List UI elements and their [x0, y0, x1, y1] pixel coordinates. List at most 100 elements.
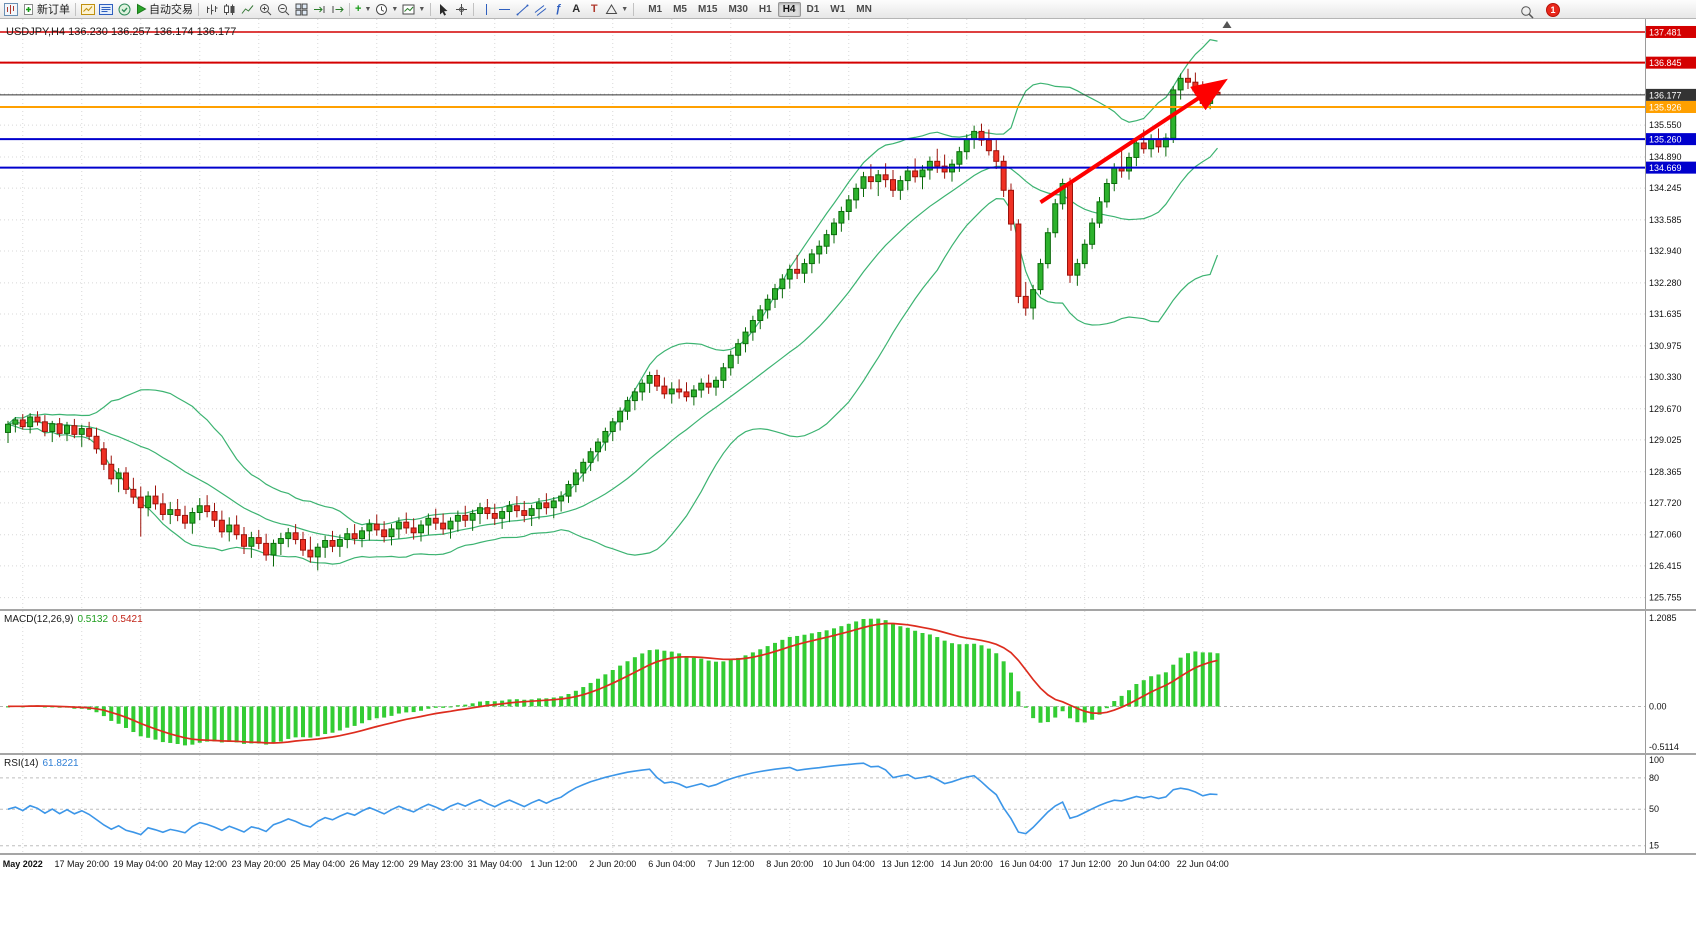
- auto-trading-label: 自动交易: [149, 4, 193, 16]
- time-axis-label: 10 Jun 04:00: [822, 859, 875, 869]
- rsi-label: RSI(14) 61.8221: [4, 758, 79, 769]
- svg-text:127.060: 127.060: [1649, 530, 1682, 540]
- notification-badge[interactable]: 1: [1546, 3, 1560, 17]
- time-axis-label: 6 Jun 04:00: [648, 859, 696, 869]
- svg-text:80: 80: [1649, 773, 1659, 783]
- timeframe-H1[interactable]: H1: [758, 3, 772, 15]
- market-watch-button[interactable]: [79, 1, 97, 18]
- panel-divider[interactable]: [0, 853, 1696, 855]
- chart-window-icon[interactable]: [2, 1, 20, 18]
- chevron-down-icon: ▼: [621, 5, 629, 13]
- chart-shift-button[interactable]: [328, 1, 346, 18]
- timeframe-H4[interactable]: H4: [777, 1, 801, 17]
- svg-text:127.720: 127.720: [1649, 498, 1682, 508]
- trendline-button[interactable]: [513, 1, 531, 18]
- toolbar-separator: [75, 2, 76, 16]
- rsi-value: 61.8221: [42, 758, 79, 769]
- toolbar-separator: [349, 2, 350, 16]
- time-axis-label: 7 Jun 12:00: [707, 859, 755, 869]
- time-axis-label: 17 May 20:00: [54, 859, 110, 869]
- zoom-out-button[interactable]: [274, 1, 292, 18]
- symbol-ohlc-header: USDJPY,H4 136.230 136.257 136.174 136.17…: [6, 26, 237, 38]
- zoom-in-button[interactable]: [256, 1, 274, 18]
- main-chart-canvas[interactable]: 135.550 134.890 134.245 133.585 132.940 132.2…: [0, 19, 1696, 609]
- svg-text:100: 100: [1649, 755, 1664, 765]
- terminal-button[interactable]: [115, 1, 133, 18]
- svg-text:131.635: 131.635: [1649, 309, 1682, 319]
- svg-text:-0.5114: -0.5114: [1649, 742, 1679, 752]
- svg-text:136.177: 136.177: [1649, 90, 1682, 100]
- channel-button[interactable]: [531, 1, 549, 18]
- rsi-canvas[interactable]: 100 80 50 15: [0, 755, 1696, 853]
- svg-text:134.245: 134.245: [1649, 183, 1682, 193]
- fibonacci-button[interactable]: ƒ: [549, 1, 567, 18]
- toolbar-separator: [430, 2, 432, 16]
- bar-chart-icon: [206, 4, 217, 14]
- svg-text:125.755: 125.755: [1649, 593, 1682, 603]
- svg-text:129.670: 129.670: [1649, 404, 1682, 414]
- label-button[interactable]: T: [585, 1, 603, 18]
- templates-button[interactable]: ▼: [400, 1, 427, 18]
- time-axis-label: 16 Jun 04:00: [999, 859, 1052, 869]
- indicators-button[interactable]: + ▼: [353, 1, 373, 18]
- candlestick-chart-button[interactable]: [220, 1, 238, 18]
- toolbar: 新订单 自动交易 + ▼ ▼ ▼ ƒ A T ▼ M: [0, 0, 1696, 19]
- time-axis-label: 8 Jun 20:00: [766, 859, 814, 869]
- timeframe-M5[interactable]: M5: [673, 3, 687, 15]
- svg-text:136.845: 136.845: [1649, 58, 1682, 68]
- svg-text:128.365: 128.365: [1649, 467, 1682, 477]
- channel-icon: [534, 4, 547, 16]
- timeframe-D1[interactable]: D1: [806, 3, 820, 15]
- svg-text:50: 50: [1649, 804, 1659, 814]
- search-icon: [1521, 5, 1534, 19]
- svg-text:135.926: 135.926: [1649, 102, 1682, 112]
- svg-text:135.550: 135.550: [1649, 120, 1682, 130]
- new-order-icon: [24, 3, 33, 15]
- time-axis-label: 20 May 12:00: [172, 859, 228, 869]
- zoom-in-icon: [259, 3, 271, 15]
- time-axis-label: May 2022: [2, 859, 43, 869]
- time-axis-label: 2 Jun 20:00: [589, 859, 637, 869]
- macd-label: MACD(12,26,9) 0.5132 0.5421: [4, 614, 143, 625]
- time-axis-label: 14 Jun 20:00: [940, 859, 993, 869]
- trendline-icon: [516, 4, 529, 15]
- search-button[interactable]: [1518, 3, 1536, 20]
- svg-text:133.585: 133.585: [1649, 215, 1682, 225]
- new-order-button[interactable]: 新订单: [20, 1, 72, 18]
- macd-canvas[interactable]: 1.2085 0.00 -0.5114: [0, 611, 1696, 753]
- shapes-button[interactable]: ▼: [603, 1, 630, 18]
- timeframe-MN[interactable]: MN: [856, 3, 872, 15]
- horizontal-line-button[interactable]: [495, 1, 513, 18]
- bottom-spacer: [0, 873, 1696, 942]
- line-chart-button[interactable]: [238, 1, 256, 18]
- crosshair-icon: [455, 3, 467, 15]
- vertical-line-button[interactable]: [477, 1, 495, 18]
- panel-divider[interactable]: [0, 609, 1696, 611]
- svg-text:126.415: 126.415: [1649, 561, 1682, 571]
- cursor-button[interactable]: [434, 1, 452, 18]
- chart-shift-icon: [332, 5, 344, 13]
- bar-chart-button[interactable]: [202, 1, 220, 18]
- tile-windows-button[interactable]: [292, 1, 310, 18]
- panel-divider[interactable]: [0, 753, 1696, 755]
- crosshair-button[interactable]: [452, 1, 470, 18]
- auto-trading-button[interactable]: 自动交易: [133, 1, 195, 18]
- shapes-icon: [605, 3, 618, 14]
- svg-text:132.940: 132.940: [1649, 246, 1682, 256]
- data-window-button[interactable]: [97, 1, 115, 18]
- timeframe-M15[interactable]: M15: [698, 3, 718, 15]
- periods-button[interactable]: ▼: [373, 1, 400, 18]
- rsi-pane: 100 80 50 15 RSI(14) 61.8221: [0, 755, 1696, 853]
- svg-text:130.975: 130.975: [1649, 341, 1682, 351]
- svg-text:137.481: 137.481: [1649, 27, 1682, 37]
- timeframe-M1[interactable]: M1: [648, 3, 663, 15]
- timeframe-W1[interactable]: W1: [830, 3, 846, 15]
- data-window-icon: [99, 3, 113, 15]
- line-chart-icon: [241, 4, 253, 14]
- text-button[interactable]: A: [567, 1, 585, 18]
- timeframe-M30[interactable]: M30: [728, 3, 748, 15]
- auto-scroll-button[interactable]: [310, 1, 328, 18]
- time-axis[interactable]: May 2022 17 May 20:00 19 May 04:00 20 May 1…: [0, 855, 1696, 873]
- svg-text:1.2085: 1.2085: [1649, 613, 1677, 623]
